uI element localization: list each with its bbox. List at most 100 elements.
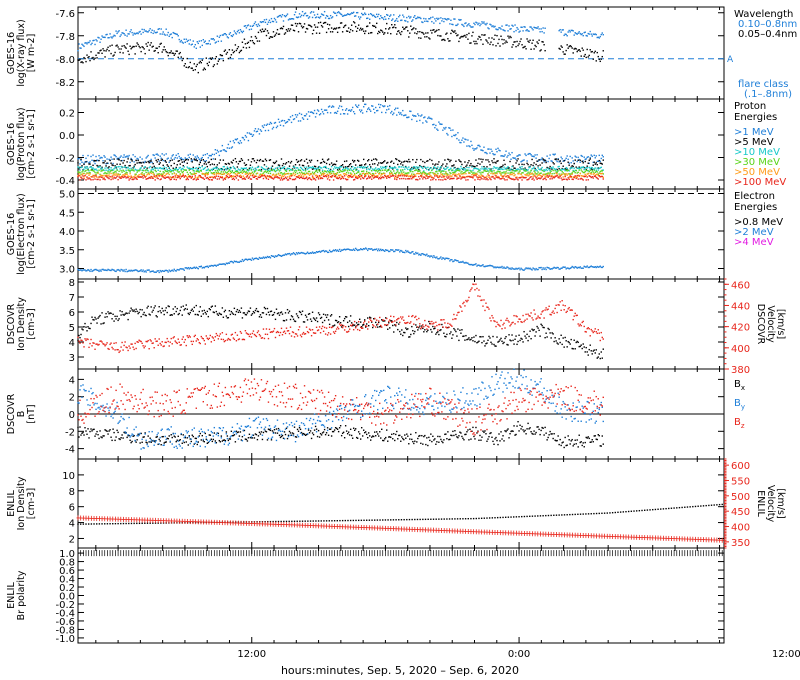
series->2 MeV-point [435,257,437,259]
series->5 MeV-point [181,161,183,163]
series->50 MeV-point [577,174,579,176]
series->50 MeV-point [364,173,367,176]
series->2 MeV-point [543,268,545,271]
series->100 MeV-point [268,175,271,177]
series->30 MeV-point [340,170,343,173]
series->1 MeV-point [354,104,357,106]
series->10 MeV-point [593,168,595,170]
series->30 MeV-point [582,171,584,174]
series-0.05–0.4nm-point [171,52,173,54]
series-0.05–0.4nm-point [391,24,393,26]
series->2 MeV-point [469,263,471,266]
series->100 MeV-point [496,176,498,178]
series-0.10–0.8nm-point [470,26,472,28]
series-0.05–0.4nm-point [254,35,257,38]
series-0.10–0.8nm-point [425,18,427,20]
series->50 MeV-point [497,175,499,178]
series->2 MeV-point [219,263,222,265]
series->100 MeV-point [249,178,252,180]
series->100 MeV-point [370,176,372,178]
series->30 MeV-point [564,173,566,175]
series->1 MeV-point [125,156,127,158]
series->50 MeV-point [556,173,558,175]
series-0.10–0.8nm-point [160,28,162,30]
series->1 MeV-point [528,152,530,155]
series->5 MeV-point [155,159,157,162]
series->2 MeV-point [564,266,566,268]
series->1 MeV-point [279,124,282,126]
series-0.10–0.8nm-point [179,41,181,43]
series->1 MeV-point [390,112,392,114]
series->1 MeV-point [118,158,120,160]
series-0.05–0.4nm-point [280,27,283,29]
series->1 MeV-point [494,153,496,156]
series->50 MeV-point [333,174,336,176]
series-0.05–0.4nm-point [497,42,499,45]
series->100 MeV-point [191,175,193,178]
series->2 MeV-point [174,269,176,272]
series->2 MeV-point [515,267,517,270]
series->30 MeV-point [156,173,158,175]
series-0.05–0.4nm-point [96,57,98,59]
series->100 MeV-point [211,179,214,181]
series->30 MeV-point [330,172,333,175]
series-0.10–0.8nm-point [189,39,191,41]
series->10 MeV-point [512,168,514,171]
series->5 MeV-point [477,162,479,165]
series->100 MeV-point [363,176,366,178]
series->5 MeV-point [152,162,154,165]
series->10 MeV-point [577,167,579,169]
series-0.10–0.8nm-point [269,21,272,24]
series->50 MeV-point [136,175,138,177]
series->2 MeV-point [211,264,214,267]
series->10 MeV-point [374,168,376,170]
series->1 MeV-point [601,154,603,157]
series->2 MeV-point [236,261,239,263]
series-0.05–0.4nm-point [590,51,592,53]
series-0.10–0.8nm-point [299,16,302,18]
series->5 MeV-point [446,163,448,165]
series-0.05–0.4nm-point [140,50,142,53]
series-0.05–0.4nm-point [229,56,232,59]
series->2 MeV-point [549,268,551,270]
series->30 MeV-point [281,173,284,175]
series-0.10–0.8nm-point [251,25,254,27]
series->10 MeV-point [210,168,213,171]
series->10 MeV-point [148,167,150,169]
series->100 MeV-point [213,176,216,178]
series->2 MeV-point [285,253,288,256]
series->30 MeV-point [527,171,529,173]
series-0.10–0.8nm-point [83,45,85,48]
series->10 MeV-point [153,167,155,169]
series->5 MeV-point [171,159,173,161]
series->2 MeV-point [523,269,525,271]
series->100 MeV-point [126,176,128,178]
series->10 MeV-point [354,167,357,169]
series-0.10–0.8nm-point [233,30,236,32]
series->30 MeV-point [189,171,191,174]
series->2 MeV-point [486,265,488,267]
series->1 MeV-point [381,111,383,114]
series->50 MeV-point [196,176,198,179]
series-0.10–0.8nm-point [419,16,421,19]
series->1 MeV-point [462,137,464,139]
series-0.05–0.4nm-point [261,28,264,30]
series->50 MeV-point [406,174,408,176]
series->10 MeV-point [458,168,460,170]
series->2 MeV-point [397,249,399,251]
series->100 MeV-point [296,176,299,178]
series->30 MeV-point [158,173,160,175]
series->10 MeV-point [439,167,441,169]
series-0.05–0.4nm-point [539,50,541,52]
series-0.05–0.4nm-point [399,32,401,34]
series->2 MeV-point [256,258,259,260]
series->5 MeV-point [111,164,113,166]
series->30 MeV-point [468,171,470,174]
series->10 MeV-point [509,169,511,172]
series->100 MeV-point [402,175,404,177]
series-0.10–0.8nm-point [431,20,433,23]
series->100 MeV-point [581,178,583,180]
series->30 MeV-point [602,173,604,175]
series->10 MeV-point [535,168,537,171]
series->1 MeV-point [407,116,409,119]
